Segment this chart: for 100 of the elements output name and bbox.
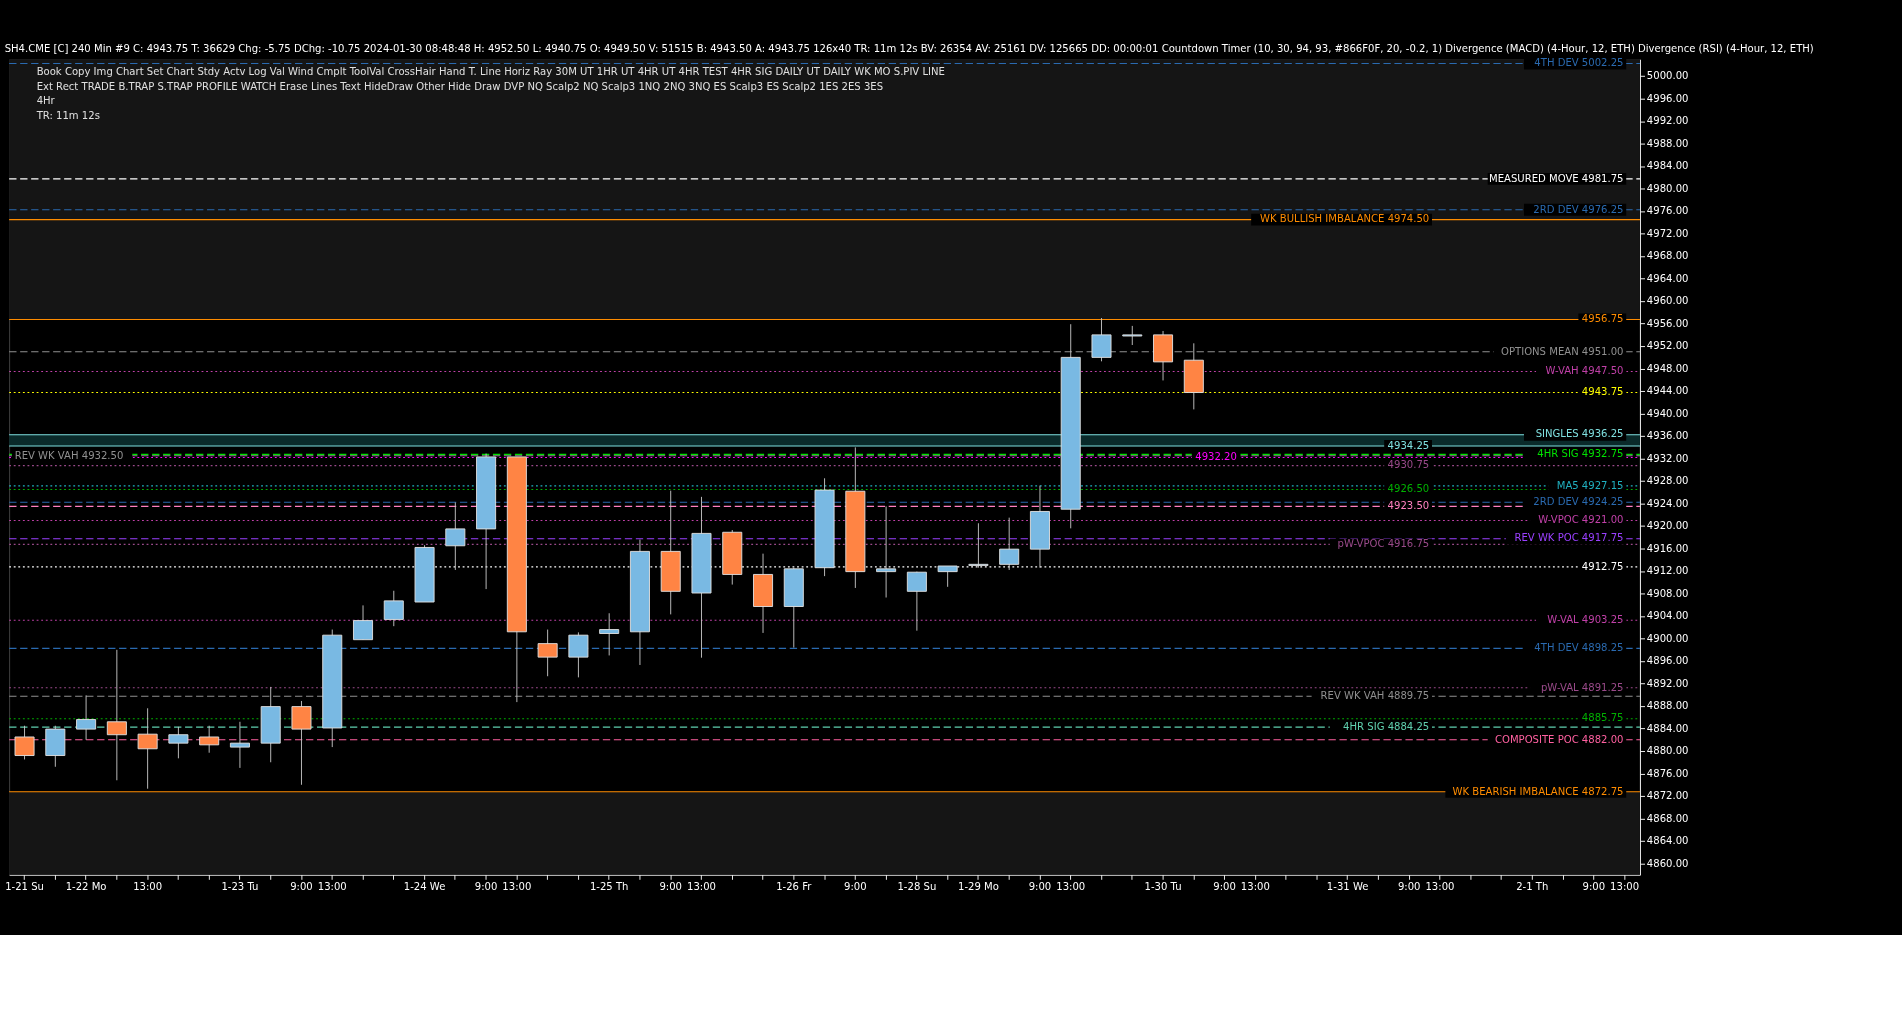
annotation: Ext Rect TRADE B.TRAP S.TRAP PROFILE WATCH Erase Lines Text HideDraw Other Hide Draw DVP NQ Scalp2 NQ Scalp3 1NQ 2NQ 3NQ ES Scalp3 ES Scalp2 1ES 2ES 3ES [36,80,884,92]
ref-line-label: W-VAL 4903.25 [1547,614,1624,626]
ref-line-label: 4923.50 [1387,500,1430,512]
y-tick-label: 4928.00 [1646,475,1689,487]
x-tick-label: 9:00 [1397,880,1421,892]
ref-line-label: 4HR SIG 4884.25 [1343,720,1430,732]
y-tick-label: 4940.00 [1646,407,1689,419]
x-tick-label: 9:00 [290,880,313,892]
candlestick [137,707,158,790]
y-tick-label: 4948.00 [1646,362,1689,374]
x-tick-label: 9:00 [659,880,683,892]
y-tick-label: 4952.00 [1646,340,1689,352]
x-tick-label: 13:00 [1240,880,1270,892]
ref-line-label: OPTIONS MEAN 4951.00 [1501,345,1624,357]
ref-line-label: 4TH DEV 5002.25 [1534,57,1624,69]
candlestick [168,726,189,759]
x-tick-label: 13:00 [317,880,347,892]
y-tick-label: 4904.00 [1646,610,1689,622]
candlestick [906,571,927,632]
y-tick-label: 4896.00 [1646,655,1689,667]
x-tick-label: 13:00 [502,880,532,892]
y-tick-label: 4872.00 [1646,790,1689,802]
x-tick-label: 9:00 [1213,880,1236,892]
candlestick [199,725,220,754]
x-tick-label: 1-24 We [403,880,446,892]
y-tick-label: 4916.00 [1646,542,1689,554]
y-tick-label: 4864.00 [1646,835,1689,847]
candlestick [968,522,989,569]
y-tick-label: 4976.00 [1646,205,1689,217]
y-tick-label: 4936.00 [1646,430,1689,442]
ref-line-label: REV WK VAH 4932.50 [14,449,124,461]
x-tick-label: 9:00 [844,880,867,892]
y-tick-label: 4984.00 [1646,160,1689,172]
candlestick [14,725,35,760]
ref-line-label: COMPOSITE POC 4882.00 [1494,733,1624,745]
x-tick-label: 1-30 Tu [1144,880,1182,892]
x-tick-label: 1-25 Th [589,880,629,892]
ref-line-label: REV WK POC 4917.75 [1514,532,1624,544]
x-tick-label: 1-26 Fr [776,880,813,892]
ref-line-label: MA5 4927.15 [1556,479,1624,491]
candlestick [353,604,374,641]
chart-title: SH4.CME [C] 240 Min #9 C: 4943.75 T: 36629 Chg: -5.75 DChg: -10.75 2024-01-30 08:48:48 H: 4952.50 L: 4940.75 O: 4949.50 V: 51515 B: 4943.50 A: 4943.75 126x40 TR: 11m 12s BV: 26354 AV: 25161 DV: 125665 DD: 00:00:01 Countdown Timer (10, 30, 94, 93, #866F0F, 20, -0.2, 1) Divergence (MACD) (4-Hour, 12, ETH) Divergence (RSI) (4-Hour, 12, ETH) [4,43,1814,55]
x-tick-label: 1-21 Su [5,880,44,892]
ref-line-label: 4930.75 [1387,459,1430,471]
annotation: TR: 11m 12s [35,109,100,121]
y-tick-label: 4860.00 [1646,857,1689,869]
ref-line-label: 4932.20 [1195,451,1237,463]
x-tick-label: 9:00 [1028,880,1052,892]
y-tick-label: 4888.00 [1646,700,1689,712]
x-tick-label: 1-29 Mo [957,880,999,892]
y-tick-label: 4876.00 [1646,767,1689,779]
candlestick [229,721,250,769]
candlestick [537,629,558,677]
ref-line-label: SINGLES 4936.25 [1535,428,1624,440]
x-tick-label: 13:00 [686,880,716,892]
y-tick-label: 4964.00 [1646,272,1689,284]
candlestick [291,700,312,786]
x-tick-label: 9:00 [474,880,498,892]
y-tick-label: 4884.00 [1646,722,1689,734]
ref-line-label: 4926.50 [1387,483,1430,495]
x-tick-label: 13:00 [133,880,163,892]
y-tick-label: 4892.00 [1646,677,1689,689]
ref-line-label: W-VAH 4947.50 [1545,365,1624,377]
y-tick-label: 4960.00 [1646,295,1689,307]
y-tick-label: 4956.00 [1646,317,1689,329]
y-tick-label: 4912.00 [1646,565,1689,577]
y-tick-label: 4968.00 [1646,250,1689,262]
y-tick-label: 4880.00 [1646,745,1689,757]
x-tick-label: 13:00 [1610,880,1640,892]
ref-line-label: 4885.75 [1581,712,1624,724]
ref-line-label: 4943.75 [1581,386,1624,398]
ref-line-label: 4956.75 [1581,313,1624,325]
candlestick [937,565,958,588]
candlestick [999,517,1020,571]
y-tick-label: 4924.00 [1646,497,1689,509]
y-tick-label: 4920.00 [1646,520,1689,532]
y-tick-label: 4992.00 [1646,115,1689,127]
y-tick-label: 4972.00 [1646,227,1689,239]
x-tick-label: 9:00 [1582,880,1606,892]
ref-line-label: 4HR SIG 4932.75 [1537,448,1624,460]
ref-line-label: W-VPOC 4921.00 [1538,514,1624,526]
y-tick-label: 4996.00 [1646,92,1689,104]
y-tick-label: 4908.00 [1646,587,1689,599]
x-tick-label: 1-31 We [1326,880,1369,892]
ref-line-label: WK BULLISH IMBALANCE 4974.50 [1260,213,1430,225]
y-tick-label: 4868.00 [1646,812,1689,824]
x-tick-label: 13:00 [1056,880,1086,892]
y-tick-label: 4900.00 [1646,632,1689,644]
candlestick [383,590,404,627]
x-tick-label: 13:00 [1425,880,1455,892]
ref-line-label: 4934.25 [1387,439,1430,451]
y-tick-label: 4988.00 [1646,137,1689,149]
ref-line-label: 2RD DEV 4976.25 [1533,203,1624,215]
y-tick-label: 4980.00 [1646,182,1689,194]
ref-line-label: pW-VAL 4891.25 [1540,681,1624,693]
x-tick-label: 2-1 Th [1516,880,1549,892]
ref-line-label: MEASURED MOVE 4981.75 [1489,172,1624,184]
candlestick [445,502,466,571]
x-tick-label: 1-22 Mo [65,880,107,892]
ref-line-label: pW-VPOC 4916.75 [1337,538,1430,550]
